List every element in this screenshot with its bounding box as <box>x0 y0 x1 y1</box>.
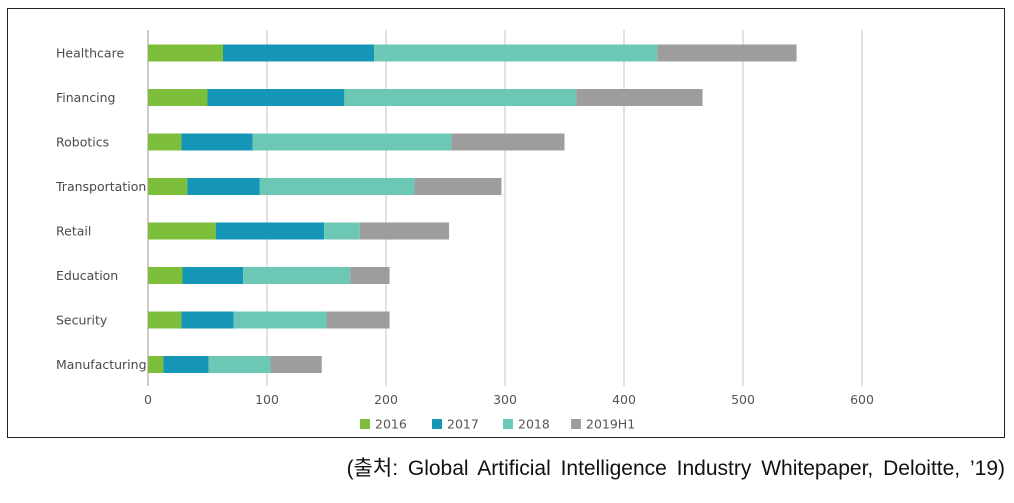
bar-retail-2016 <box>148 222 216 240</box>
category-label-healthcare: Healthcare <box>56 46 124 61</box>
bar-education-2016 <box>148 267 183 284</box>
bar-transportation-2019h1 <box>414 178 502 195</box>
bar-education-2018 <box>243 267 351 284</box>
x-tick-label-600: 600 <box>850 392 874 407</box>
category-label-financing: Financing <box>56 90 115 105</box>
legend-swatch-2019h1 <box>571 419 581 429</box>
x-tick-label-100: 100 <box>255 392 279 407</box>
bar-retail-2019h1 <box>359 222 450 240</box>
legend-layer: 2016 2017 2018 2019H1 <box>360 417 635 432</box>
bar-retail-2018 <box>324 222 360 240</box>
bar-retail-2017 <box>215 222 325 240</box>
bar-security-2016 <box>148 311 182 329</box>
legend-label-2016: 2016 <box>375 417 407 432</box>
legend-label-2019h1: 2019H1 <box>586 417 635 432</box>
category-label-transportation: Transportation <box>55 179 146 194</box>
bar-manufacturing-2016 <box>148 356 164 373</box>
bar-education-2017 <box>182 267 244 284</box>
bar-education-2019h1 <box>350 267 390 284</box>
x-tick-label-400: 400 <box>612 392 636 407</box>
bar-financing-2019h1 <box>576 89 703 106</box>
x-tick-label-300: 300 <box>493 392 517 407</box>
bar-healthcare-2019h1 <box>657 44 797 62</box>
bar-layer <box>148 44 797 373</box>
legend-swatch-2017 <box>432 419 442 429</box>
legend-label-2018: 2018 <box>518 417 550 432</box>
bar-transportation-2017 <box>187 178 260 195</box>
x-tick-label-0: 0 <box>144 392 152 407</box>
legend-swatch-2018 <box>503 419 513 429</box>
category-label-manufacturing: Manufacturing <box>56 357 147 372</box>
bar-robotics-2018 <box>252 133 452 151</box>
bar-manufacturing-2017 <box>163 356 209 373</box>
bar-manufacturing-2019h1 <box>270 356 322 373</box>
bar-security-2019h1 <box>326 311 390 329</box>
bar-robotics-2017 <box>181 133 253 151</box>
bar-financing-2018 <box>344 89 577 106</box>
bar-robotics-2016 <box>148 133 182 151</box>
x-tick-label-200: 200 <box>374 392 398 407</box>
bar-healthcare-2018 <box>374 44 658 62</box>
label-layer: 0 100 200 300 400 500 600 Healthcare Financing Ro… <box>55 46 874 408</box>
legend-label-2017: 2017 <box>447 417 479 432</box>
bar-financing-2017 <box>207 89 345 106</box>
bar-transportation-2016 <box>148 178 188 195</box>
chart-frame <box>7 8 1005 438</box>
category-label-retail: Retail <box>56 224 91 239</box>
bar-healthcare-2017 <box>222 44 375 62</box>
grid-layer <box>147 30 863 386</box>
bar-security-2018 <box>233 311 327 329</box>
legend-swatch-2016 <box>360 419 370 429</box>
category-label-robotics: Robotics <box>56 135 109 150</box>
x-tick-label-500: 500 <box>731 392 755 407</box>
source-caption: (출처: Global Artificial Intelligence Indu… <box>346 457 1005 480</box>
bar-transportation-2018 <box>259 178 415 195</box>
category-label-security: Security <box>56 313 108 328</box>
bar-robotics-2019h1 <box>451 133 565 151</box>
bar-manufacturing-2018 <box>208 356 271 373</box>
category-label-education: Education <box>56 268 118 283</box>
bar-healthcare-2016 <box>148 44 223 62</box>
bar-financing-2016 <box>148 89 208 106</box>
bar-security-2017 <box>181 311 234 329</box>
